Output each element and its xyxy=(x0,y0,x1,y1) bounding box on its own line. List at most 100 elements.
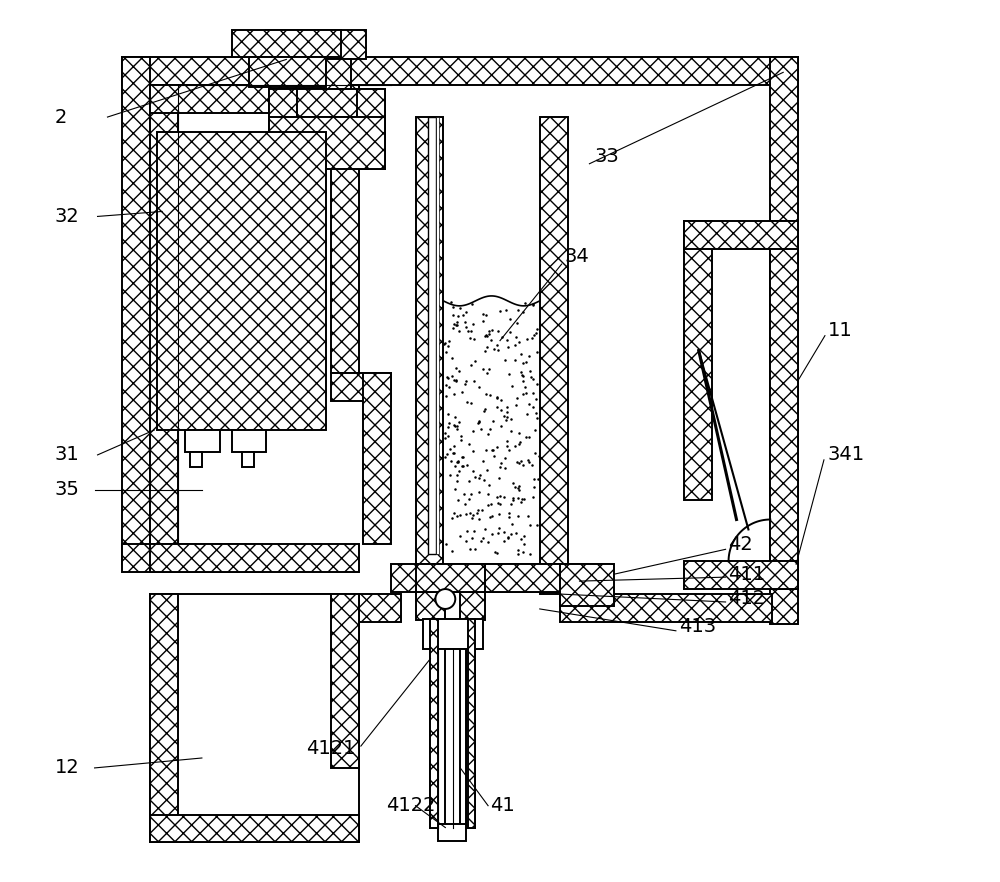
Point xyxy=(455,450,471,464)
Bar xyxy=(430,648,475,827)
Point xyxy=(484,509,500,523)
Text: 35: 35 xyxy=(55,480,80,499)
Point xyxy=(462,542,478,557)
Point xyxy=(443,453,459,467)
Point xyxy=(489,338,505,352)
Point xyxy=(446,505,462,519)
Point xyxy=(480,427,496,441)
Point xyxy=(512,435,528,449)
Point xyxy=(499,405,515,419)
Point xyxy=(491,507,507,521)
Text: 41: 41 xyxy=(490,796,515,815)
Point xyxy=(458,320,474,334)
Text: 11: 11 xyxy=(828,321,853,340)
Point xyxy=(441,333,457,348)
Point xyxy=(498,303,514,318)
Point xyxy=(447,460,463,474)
Point xyxy=(515,369,531,383)
Point xyxy=(505,475,521,490)
Point xyxy=(437,430,453,445)
Point xyxy=(490,497,506,511)
Point xyxy=(458,373,474,387)
Point xyxy=(491,471,507,485)
Text: 12: 12 xyxy=(55,759,80,777)
Point xyxy=(503,412,519,426)
Point xyxy=(513,347,529,361)
Point xyxy=(463,487,479,501)
Bar xyxy=(416,117,443,594)
Point xyxy=(509,316,525,330)
Point xyxy=(461,437,477,452)
Bar xyxy=(560,594,772,622)
Point xyxy=(508,526,524,540)
Point xyxy=(447,482,463,497)
Point xyxy=(442,467,458,482)
Point xyxy=(510,303,526,318)
Bar xyxy=(262,594,401,622)
Bar xyxy=(269,89,385,117)
Point xyxy=(451,464,467,478)
Point xyxy=(457,497,473,511)
Point xyxy=(489,440,505,454)
Point xyxy=(484,323,500,337)
Text: 341: 341 xyxy=(828,445,865,465)
Point xyxy=(519,407,535,422)
Point xyxy=(462,506,478,520)
Point xyxy=(482,388,498,402)
Point xyxy=(499,439,515,453)
Point xyxy=(530,472,546,486)
Point xyxy=(438,345,454,359)
Point xyxy=(447,410,463,424)
Bar xyxy=(438,824,466,841)
Point xyxy=(449,422,465,436)
Point xyxy=(480,497,496,512)
Point xyxy=(493,456,509,470)
Point xyxy=(453,429,469,443)
Point xyxy=(507,439,523,453)
Point xyxy=(445,309,461,323)
Point xyxy=(437,336,453,350)
Point xyxy=(507,480,523,494)
Point xyxy=(501,510,517,524)
Bar xyxy=(416,564,485,592)
Point xyxy=(484,527,500,542)
Point xyxy=(465,445,481,459)
Point xyxy=(459,458,475,472)
Point xyxy=(438,389,454,403)
Point xyxy=(497,451,513,465)
Point xyxy=(518,355,534,369)
Point xyxy=(444,369,460,383)
Point xyxy=(437,426,453,440)
Bar xyxy=(122,57,150,564)
Point xyxy=(510,547,526,561)
Point xyxy=(531,449,547,463)
Point xyxy=(438,378,454,392)
Point xyxy=(521,349,537,363)
Point xyxy=(440,420,456,434)
Point xyxy=(440,339,456,353)
Point xyxy=(517,380,533,394)
Bar xyxy=(684,221,712,499)
Bar xyxy=(150,594,178,842)
Point xyxy=(500,530,516,544)
Point xyxy=(515,387,531,401)
Point xyxy=(442,443,458,457)
Bar xyxy=(468,619,475,827)
Point xyxy=(514,368,530,382)
Point xyxy=(503,424,519,438)
Bar xyxy=(430,619,438,827)
Point xyxy=(485,443,501,457)
Point xyxy=(449,419,465,433)
Point xyxy=(499,410,515,424)
Point xyxy=(504,517,520,531)
Bar xyxy=(391,564,609,592)
Point xyxy=(514,491,530,505)
Point xyxy=(498,413,514,427)
Bar xyxy=(770,221,798,589)
Bar xyxy=(122,544,262,572)
Point xyxy=(526,472,542,486)
Point xyxy=(529,411,545,425)
Point xyxy=(529,519,545,533)
Point xyxy=(439,447,455,461)
Point xyxy=(471,485,487,499)
